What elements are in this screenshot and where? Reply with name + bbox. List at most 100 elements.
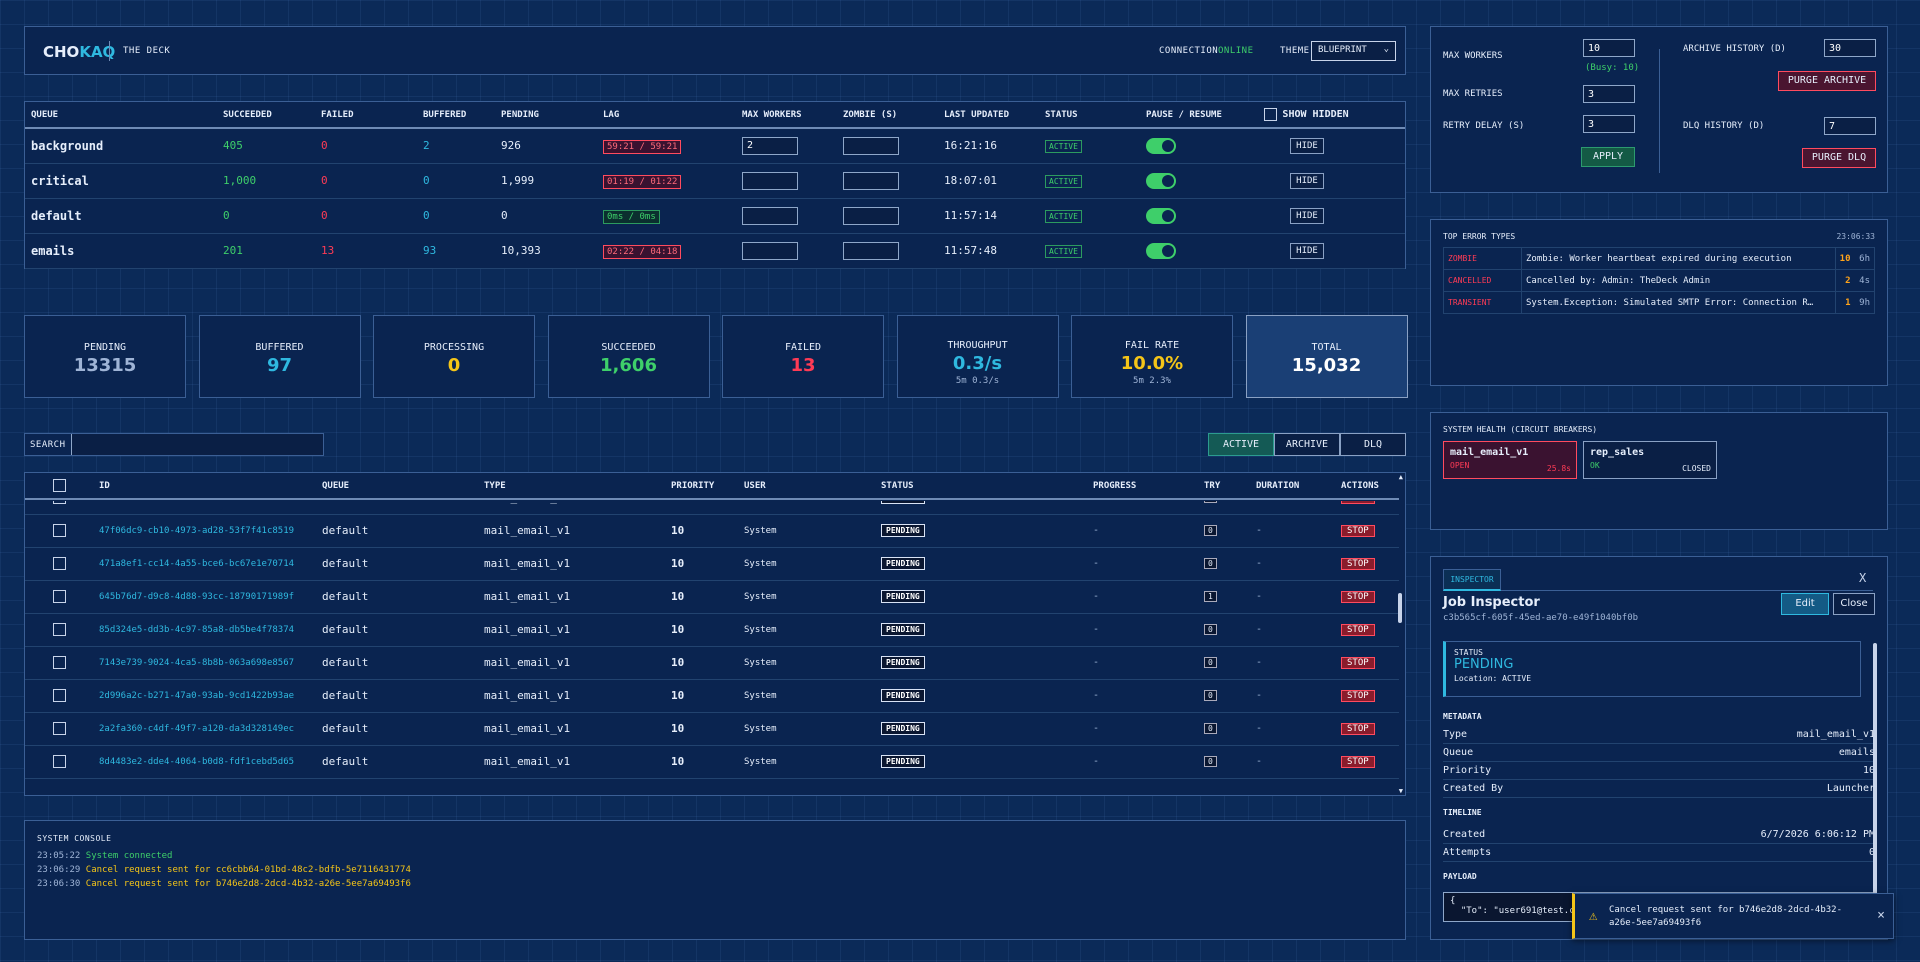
tab-inspector[interactable]: INSPECTOR bbox=[1443, 569, 1501, 591]
job-id[interactable]: 471a8ef1-cc14-4a55-bce6-bc67e1e70714 bbox=[93, 547, 316, 581]
stop-button[interactable]: STOP bbox=[1341, 501, 1375, 504]
table-row[interactable]: 8d4483e2-dde4-4064-b0d8-fdf1cebd5d65 def… bbox=[25, 745, 1399, 779]
select-all-cell[interactable] bbox=[25, 473, 93, 500]
show-hidden-checkbox[interactable] bbox=[1264, 108, 1277, 121]
purge-archive-button[interactable]: PURGE ARCHIVE bbox=[1778, 71, 1876, 91]
close-button[interactable]: Close bbox=[1833, 593, 1875, 615]
error-row[interactable]: CANCELLED Cancelled by: Admin: TheDeck A… bbox=[1443, 269, 1875, 292]
stop-button[interactable]: STOP bbox=[1341, 756, 1375, 768]
row-checkbox[interactable] bbox=[52, 656, 66, 669]
row-select-cell[interactable] bbox=[25, 745, 93, 779]
theme-select[interactable]: BLUEPRINT ⌄ bbox=[1311, 41, 1396, 61]
row-checkbox[interactable] bbox=[52, 501, 66, 504]
job-id[interactable]: 85d324e5-dd3b-4c97-85a8-db5be4f78374 bbox=[93, 613, 316, 647]
hide-queue-button[interactable]: HIDE bbox=[1290, 207, 1324, 224]
row-select-cell[interactable] bbox=[25, 547, 93, 581]
retry-delay-input[interactable] bbox=[1583, 115, 1635, 133]
toast-close-icon[interactable]: × bbox=[1877, 908, 1885, 923]
jobs-scroll-area[interactable]: 609307ae-74ad-478f-94fa-6459c575a9fa def… bbox=[25, 501, 1399, 795]
table-row[interactable]: 7143e739-9024-4ca5-8b8b-063a698e8567 def… bbox=[25, 646, 1399, 680]
job-id[interactable]: 2d996a2c-b271-47a0-93ab-9cd1422b93ae bbox=[93, 679, 316, 713]
job-id[interactable]: 609307ae-74ad-478f-94fa-6459c575a9fa bbox=[93, 501, 316, 515]
show-hidden-toggle[interactable]: SHOW HIDDEN bbox=[1258, 102, 1405, 129]
queue-lag: 02:22 / 04:18 bbox=[603, 245, 682, 259]
row-checkbox[interactable] bbox=[52, 590, 66, 603]
error-row[interactable]: TRANSIENT System.Exception: Simulated SM… bbox=[1443, 291, 1875, 314]
row-checkbox[interactable] bbox=[52, 755, 66, 768]
timeline-title: TIMELINE bbox=[1443, 808, 1482, 817]
table-row[interactable]: 2d996a2c-b271-47a0-93ab-9cd1422b93ae def… bbox=[25, 679, 1399, 713]
table-row[interactable]: 645b76d7-d9c8-4d88-93cc-18790171989f def… bbox=[25, 580, 1399, 614]
stop-button[interactable]: STOP bbox=[1341, 558, 1375, 570]
job-id[interactable]: 645b76d7-d9c8-4d88-93cc-18790171989f bbox=[93, 580, 316, 614]
job-id[interactable]: 47f06dc9-cb10-4973-ad28-53f7f41c8519 bbox=[93, 514, 316, 548]
pause-resume-toggle[interactable] bbox=[1146, 172, 1176, 189]
tab-archive[interactable]: ARCHIVE bbox=[1274, 433, 1340, 456]
scroll-down-icon[interactable]: ▼ bbox=[1398, 787, 1403, 795]
row-checkbox[interactable] bbox=[52, 557, 66, 570]
apply-button[interactable]: APPLY bbox=[1581, 147, 1635, 167]
row-select-cell[interactable] bbox=[25, 501, 93, 515]
max-workers-input[interactable] bbox=[742, 206, 798, 225]
job-id[interactable]: 8d4483e2-dde4-4064-b0d8-fdf1cebd5d65 bbox=[93, 745, 316, 779]
job-try: 1 bbox=[1204, 591, 1217, 602]
dlq-history-input[interactable] bbox=[1824, 117, 1876, 135]
table-row[interactable]: 2a2fa360-c4df-49f7-a120-da3d328149ec def… bbox=[25, 712, 1399, 746]
table-row-partial[interactable]: 609307ae-74ad-478f-94fa-6459c575a9fa def… bbox=[25, 501, 1399, 515]
max-workers-input[interactable] bbox=[742, 241, 798, 260]
max-retries-input[interactable] bbox=[1583, 85, 1635, 103]
jobs-scrollbar-thumb[interactable] bbox=[1398, 593, 1402, 623]
pause-resume-toggle[interactable] bbox=[1146, 242, 1176, 259]
hide-queue-button[interactable]: HIDE bbox=[1290, 242, 1324, 259]
table-row[interactable]: 85d324e5-dd3b-4c97-85a8-db5be4f78374 def… bbox=[25, 613, 1399, 647]
search-input[interactable] bbox=[71, 434, 323, 455]
tab-active[interactable]: ACTIVE bbox=[1208, 433, 1274, 456]
row-select-cell[interactable] bbox=[25, 580, 93, 614]
stop-button[interactable]: STOP bbox=[1341, 690, 1375, 702]
stop-button[interactable]: STOP bbox=[1341, 723, 1375, 735]
max-workers-input[interactable] bbox=[742, 136, 798, 155]
connection-label: CONNECTION bbox=[1159, 46, 1219, 56]
row-checkbox[interactable] bbox=[52, 689, 66, 702]
row-checkbox[interactable] bbox=[52, 722, 66, 735]
purge-dlq-button[interactable]: PURGE DLQ bbox=[1802, 148, 1876, 168]
breaker-mail-email[interactable]: mail_email_v1 OPEN 25.8s bbox=[1443, 441, 1577, 479]
zombie-input[interactable] bbox=[843, 136, 899, 155]
table-row[interactable]: 471a8ef1-cc14-4a55-bce6-bc67e1e70714 def… bbox=[25, 547, 1399, 581]
tab-dlq[interactable]: DLQ bbox=[1340, 433, 1406, 456]
close-icon[interactable]: X bbox=[1859, 571, 1867, 585]
job-actions-cell: STOP bbox=[1335, 646, 1399, 680]
error-count: 1 bbox=[1834, 291, 1855, 314]
edit-button[interactable]: Edit bbox=[1781, 593, 1829, 615]
zombie-input[interactable] bbox=[843, 206, 899, 225]
hide-queue-button[interactable]: HIDE bbox=[1290, 137, 1324, 154]
stop-button[interactable]: STOP bbox=[1341, 525, 1375, 537]
table-row[interactable]: 47f06dc9-cb10-4973-ad28-53f7f41c8519 def… bbox=[25, 514, 1399, 548]
stop-button[interactable]: STOP bbox=[1341, 624, 1375, 636]
hide-queue-button[interactable]: HIDE bbox=[1290, 172, 1324, 189]
archive-history-input[interactable] bbox=[1824, 39, 1876, 57]
zombie-input[interactable] bbox=[843, 241, 899, 260]
row-checkbox[interactable] bbox=[52, 524, 66, 537]
job-id[interactable]: 7143e739-9024-4ca5-8b8b-063a698e8567 bbox=[93, 646, 316, 680]
stop-button[interactable]: STOP bbox=[1341, 657, 1375, 669]
zombie-input[interactable] bbox=[843, 171, 899, 190]
max-workers-input[interactable] bbox=[742, 171, 798, 190]
stop-button[interactable]: STOP bbox=[1341, 591, 1375, 603]
row-select-cell[interactable] bbox=[25, 646, 93, 680]
row-checkbox[interactable] bbox=[52, 623, 66, 636]
kv-row: Queue emails bbox=[1443, 744, 1875, 762]
pause-resume-toggle[interactable] bbox=[1146, 137, 1176, 154]
row-select-cell[interactable] bbox=[25, 679, 93, 713]
scroll-up-icon[interactable]: ▲ bbox=[1398, 473, 1403, 481]
row-select-cell[interactable] bbox=[25, 613, 93, 647]
error-row[interactable]: ZOMBIE Zombie: Worker heartbeat expired … bbox=[1443, 247, 1875, 270]
job-id[interactable]: 2a2fa360-c4df-49f7-a120-da3d328149ec bbox=[93, 712, 316, 746]
row-select-cell[interactable] bbox=[25, 712, 93, 746]
inspector-scrollbar[interactable] bbox=[1873, 643, 1877, 933]
max-workers-input[interactable] bbox=[1583, 39, 1635, 57]
pause-resume-toggle[interactable] bbox=[1146, 207, 1176, 224]
select-all-checkbox[interactable] bbox=[52, 479, 66, 492]
breaker-rep-sales[interactable]: rep_sales OK CLOSED bbox=[1583, 441, 1717, 479]
row-select-cell[interactable] bbox=[25, 514, 93, 548]
